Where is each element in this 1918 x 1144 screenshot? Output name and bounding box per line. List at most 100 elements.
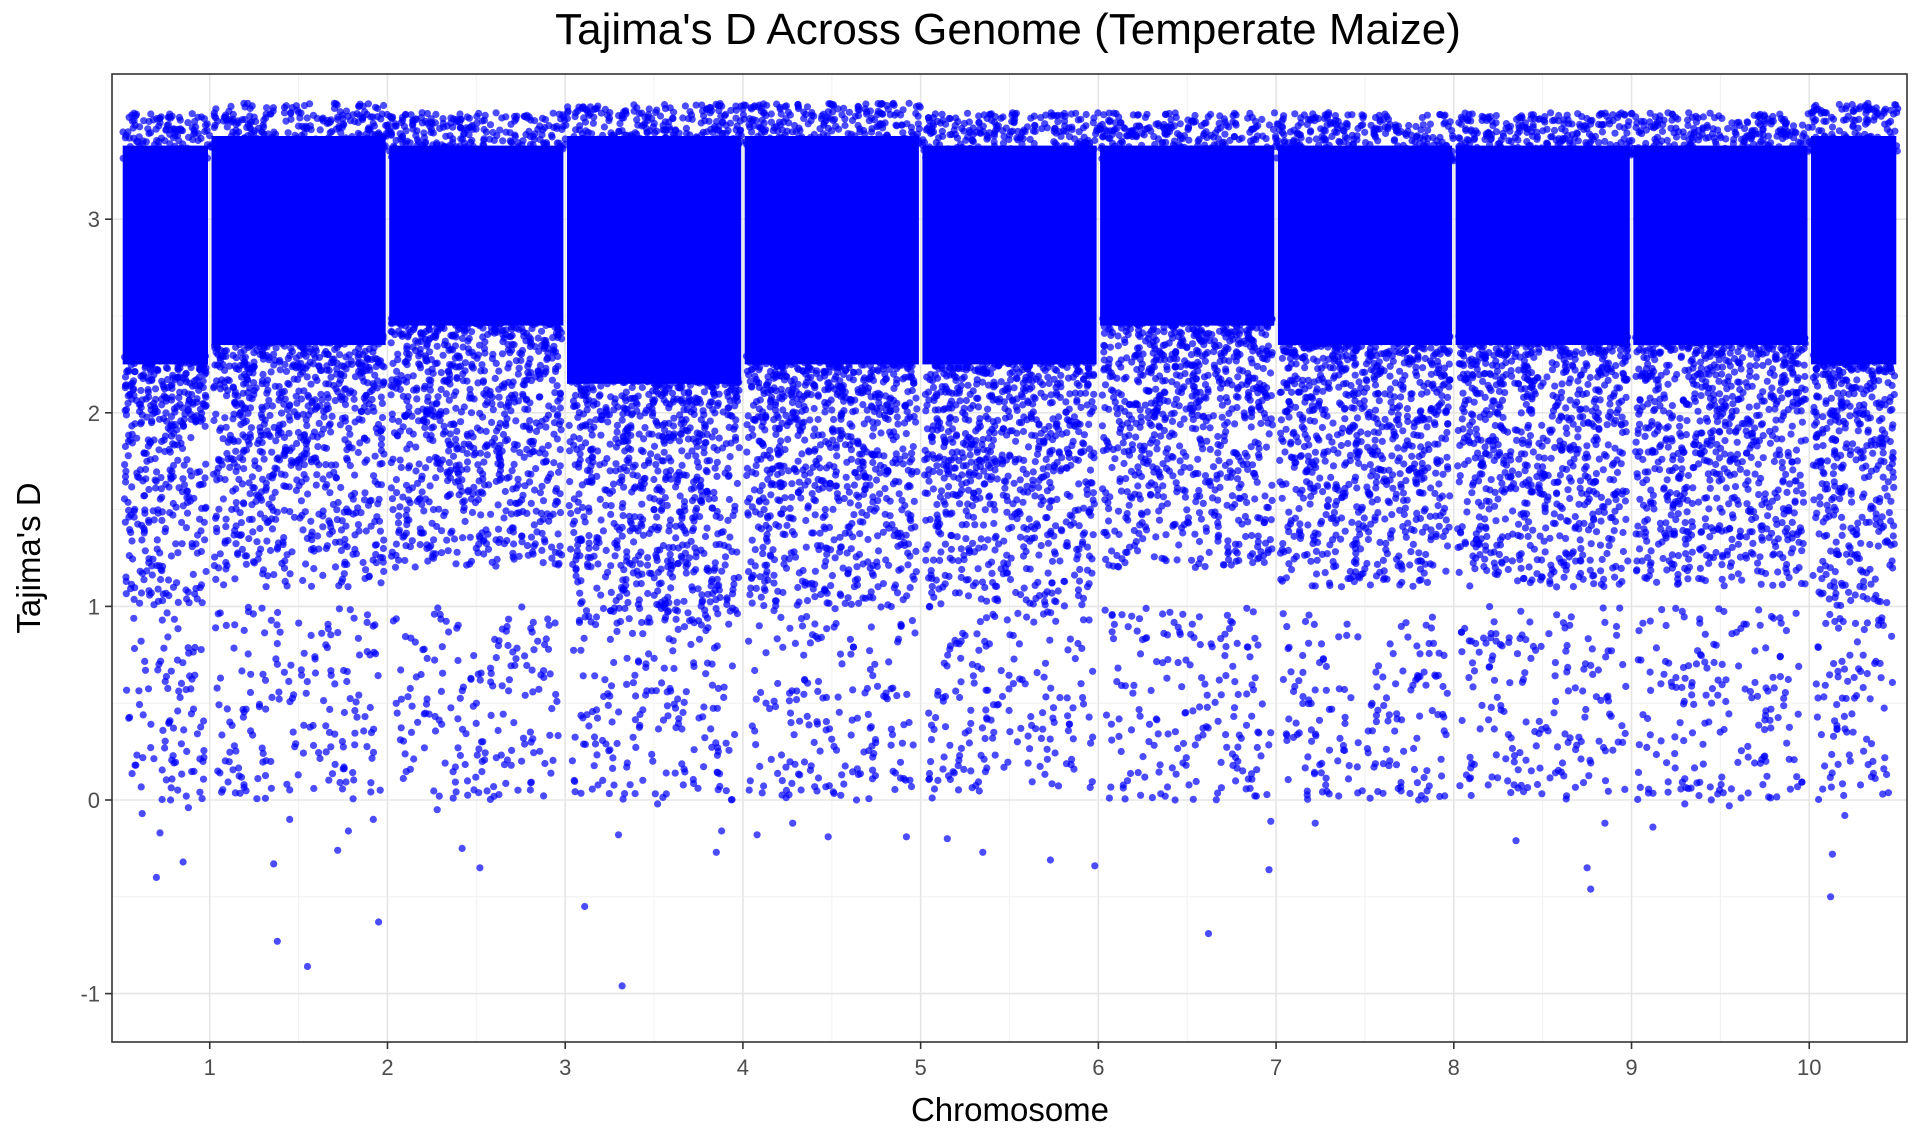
data-point bbox=[482, 128, 490, 136]
data-point bbox=[122, 478, 130, 486]
data-point bbox=[140, 576, 148, 584]
data-point bbox=[258, 744, 266, 752]
data-point bbox=[299, 526, 307, 534]
data-point bbox=[351, 117, 359, 125]
data-point bbox=[652, 417, 660, 425]
data-point bbox=[549, 756, 557, 765]
data-point bbox=[587, 446, 595, 455]
data-point bbox=[351, 531, 359, 539]
data-point bbox=[606, 440, 614, 448]
data-point bbox=[285, 380, 293, 388]
data-point bbox=[894, 139, 902, 147]
data-point bbox=[663, 557, 672, 565]
data-point bbox=[259, 475, 267, 483]
data-point bbox=[271, 382, 279, 390]
data-point bbox=[159, 726, 167, 735]
data-point bbox=[170, 149, 178, 157]
data-point bbox=[444, 470, 452, 478]
data-point bbox=[623, 680, 631, 689]
data-point bbox=[632, 692, 640, 700]
data-point bbox=[527, 533, 536, 541]
data-point bbox=[782, 102, 791, 110]
data-point bbox=[413, 479, 422, 487]
data-point bbox=[270, 571, 278, 579]
data-point bbox=[465, 440, 473, 448]
data-point bbox=[588, 431, 596, 439]
data-point bbox=[336, 778, 344, 787]
data-point bbox=[167, 667, 175, 675]
data-point bbox=[694, 784, 702, 792]
data-point bbox=[194, 136, 202, 144]
data-point bbox=[322, 544, 330, 553]
data-point bbox=[122, 467, 130, 475]
data-point bbox=[470, 786, 478, 794]
data-point bbox=[178, 518, 186, 527]
data-point bbox=[641, 424, 649, 432]
data-point bbox=[361, 713, 369, 721]
data-point bbox=[686, 131, 694, 139]
data-point bbox=[195, 481, 203, 489]
data-point bbox=[548, 131, 556, 139]
data-point bbox=[360, 727, 368, 735]
data-point bbox=[188, 353, 196, 361]
data-point bbox=[444, 437, 452, 445]
data-point bbox=[143, 457, 151, 465]
data-point bbox=[121, 461, 129, 469]
data-point bbox=[419, 529, 427, 537]
data-point bbox=[130, 595, 138, 604]
data-point bbox=[592, 370, 600, 379]
data-point bbox=[354, 634, 362, 642]
data-point bbox=[514, 475, 522, 483]
data-point bbox=[730, 141, 738, 149]
data-point bbox=[175, 687, 183, 695]
data-point bbox=[418, 488, 426, 496]
data-point bbox=[374, 130, 383, 138]
data-point bbox=[494, 501, 502, 509]
data-point bbox=[542, 635, 550, 643]
data-point bbox=[338, 785, 347, 793]
data-point bbox=[302, 440, 310, 448]
data-point bbox=[287, 108, 295, 117]
data-point bbox=[502, 421, 510, 430]
data-point bbox=[585, 456, 593, 464]
data-point bbox=[556, 446, 564, 454]
data-point bbox=[512, 417, 520, 425]
data-point bbox=[526, 478, 534, 486]
data-point bbox=[609, 480, 618, 488]
data-point bbox=[310, 454, 318, 462]
data-point bbox=[480, 135, 488, 143]
data-point bbox=[261, 794, 269, 802]
data-point bbox=[847, 130, 855, 138]
data-point bbox=[246, 112, 254, 120]
data-point bbox=[218, 376, 226, 384]
data-point bbox=[506, 137, 514, 145]
data-point bbox=[405, 409, 413, 417]
data-point bbox=[757, 124, 765, 132]
data-point bbox=[387, 391, 395, 399]
data-point bbox=[731, 730, 739, 739]
data-point bbox=[626, 781, 634, 789]
data-point bbox=[177, 439, 185, 447]
data-point bbox=[250, 387, 258, 395]
data-point bbox=[680, 623, 689, 631]
data-point bbox=[398, 113, 406, 122]
data-point bbox=[632, 743, 640, 752]
data-point bbox=[866, 107, 875, 115]
data-point bbox=[499, 137, 507, 145]
data-point bbox=[155, 660, 163, 668]
data-point bbox=[196, 788, 204, 796]
data-point bbox=[405, 464, 413, 472]
data-point bbox=[501, 437, 510, 445]
data-point bbox=[325, 728, 334, 737]
data-point bbox=[291, 362, 299, 370]
data-point bbox=[619, 500, 627, 508]
data-point bbox=[726, 397, 734, 405]
data-point bbox=[162, 589, 170, 597]
data-point bbox=[607, 393, 615, 401]
data-point bbox=[179, 404, 187, 412]
data-point bbox=[554, 325, 562, 333]
data-point bbox=[413, 127, 421, 135]
data-point bbox=[504, 148, 512, 156]
data-point bbox=[256, 524, 264, 533]
data-point bbox=[133, 137, 141, 145]
